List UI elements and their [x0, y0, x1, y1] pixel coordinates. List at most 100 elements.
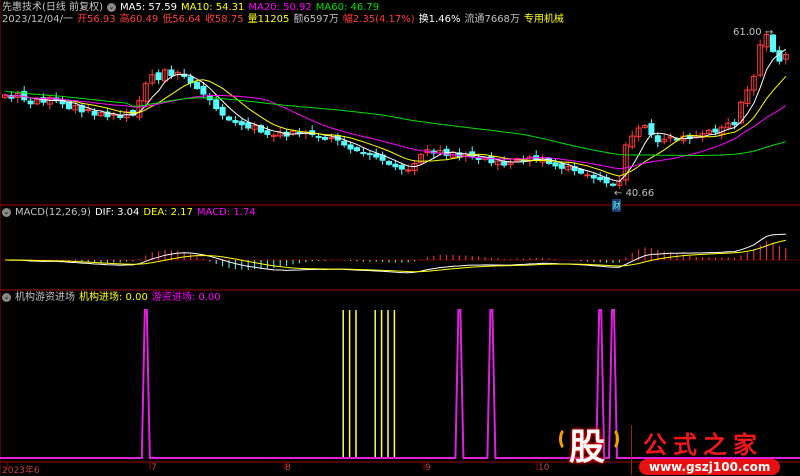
inst-value: 机构进场: 0.00	[79, 292, 148, 303]
candle-down	[731, 122, 738, 126]
horn-icon	[559, 427, 575, 451]
logo-name: 公式之家	[643, 430, 763, 459]
candle-down	[347, 144, 354, 150]
signal-header: ⌄ 机构游资进场 机构进场: 0.00 游资进场: 0.00	[2, 292, 225, 304]
candle-down	[712, 128, 719, 133]
candle-up	[494, 160, 501, 166]
candle-up	[411, 162, 418, 172]
candle-up	[642, 125, 648, 128]
candle-down	[21, 90, 28, 101]
candle-up	[750, 75, 757, 91]
candle-up	[706, 129, 712, 135]
divider	[631, 425, 632, 475]
candle-down	[232, 120, 239, 123]
candle-down	[558, 163, 565, 169]
candle-down	[27, 100, 34, 105]
candle-up	[738, 101, 744, 124]
ma5-value: MA5: 57.59	[119, 2, 177, 13]
candle-down	[770, 34, 776, 52]
candle-down	[155, 72, 162, 81]
finance-marker[interactable]: 财	[612, 199, 622, 212]
settings-icon[interactable]: ⌄	[106, 2, 116, 12]
candle-up	[584, 174, 591, 177]
candle-up	[270, 134, 277, 137]
volume: 量11205	[247, 14, 290, 25]
x-tick: 10	[538, 463, 550, 473]
candle-down	[264, 130, 271, 135]
logo-char: 股	[568, 427, 605, 468]
hot-value: 游资进场: 0.00	[151, 292, 221, 303]
macd-header: ⌄ MACD(12,26,9) DIF: 3.04 DEA: 2.17 MACD: 1.…	[2, 207, 260, 219]
ma20-line	[4, 94, 787, 170]
macd-value: MACD: 1.74	[196, 207, 256, 218]
candle-up	[405, 169, 412, 172]
candle-down	[66, 101, 72, 110]
candle-up	[725, 122, 732, 129]
dif-value: DIF: 3.04	[94, 207, 140, 218]
candle-up	[98, 112, 104, 117]
ma20-value: MA20: 50.92	[248, 2, 312, 13]
collapse-icon[interactable]: ⌄	[2, 292, 11, 302]
open: 开56.93	[77, 14, 116, 25]
candle-down	[200, 86, 207, 95]
high: 高60.49	[119, 14, 159, 25]
candle-up	[149, 74, 156, 84]
logo-url: www.gszj100.com	[639, 459, 781, 475]
dif-line	[4, 233, 786, 274]
candle-down	[578, 168, 584, 174]
candle-down	[360, 152, 367, 155]
candle-down	[194, 81, 200, 89]
candle-down	[488, 156, 495, 164]
ma10-value: MA10: 54.31	[181, 2, 245, 13]
ma5-line	[4, 48, 787, 182]
candle-up	[162, 69, 168, 82]
candle-down	[475, 157, 482, 160]
candle-up	[251, 125, 258, 130]
candle-down	[501, 161, 508, 166]
candle-up	[418, 154, 424, 164]
close: 收58.75	[204, 14, 244, 25]
low-label: ← 40.66	[614, 188, 655, 199]
turnover: 换1.46%	[418, 14, 461, 25]
candle-down	[245, 122, 252, 129]
candle-down	[168, 69, 175, 77]
quote-row: 2023/12/04/一 开56.93 高60.49 低56.64 收58.75 量112…	[2, 14, 568, 26]
x-tick: 8	[285, 463, 291, 473]
hot-signal-line	[0, 309, 800, 459]
candle-down	[366, 153, 373, 156]
sector[interactable]: 专用机械	[523, 14, 564, 25]
candle-down	[238, 121, 245, 126]
candle-up	[629, 135, 636, 148]
candle-down	[552, 162, 559, 167]
candle-down	[654, 135, 661, 143]
signal-title: 机构游资进场	[15, 292, 75, 303]
candle-down	[226, 116, 232, 121]
candle-down	[213, 99, 220, 110]
candle-up	[72, 104, 79, 111]
candle-down	[91, 110, 98, 116]
candle-down	[648, 123, 655, 135]
candle-down	[354, 147, 360, 152]
candle-up	[622, 144, 629, 181]
candle-down	[341, 140, 348, 146]
candle-down	[373, 153, 380, 158]
candle-up	[661, 138, 668, 143]
candle-up	[667, 136, 674, 139]
low: 低56.64	[162, 14, 201, 25]
high-label: 61.00 →	[733, 27, 774, 38]
collapse-icon[interactable]: ⌄	[2, 207, 11, 217]
candle-down	[392, 163, 399, 168]
candle-down	[59, 99, 66, 105]
x-axis: 2023年6 7 8 9 10	[0, 463, 550, 476]
candle-down	[597, 176, 604, 181]
candle-down	[322, 137, 328, 140]
candle-down	[78, 104, 85, 113]
candle-down	[219, 106, 226, 116]
x-tick: 7	[151, 463, 157, 473]
ma60-line	[4, 90, 786, 157]
dea-value: DEA: 2.17	[143, 207, 193, 218]
date: 2023/12/04/一	[2, 14, 74, 25]
candle-up	[744, 89, 751, 104]
stock-title: 先惠技术(日线 前复权)	[2, 2, 103, 13]
